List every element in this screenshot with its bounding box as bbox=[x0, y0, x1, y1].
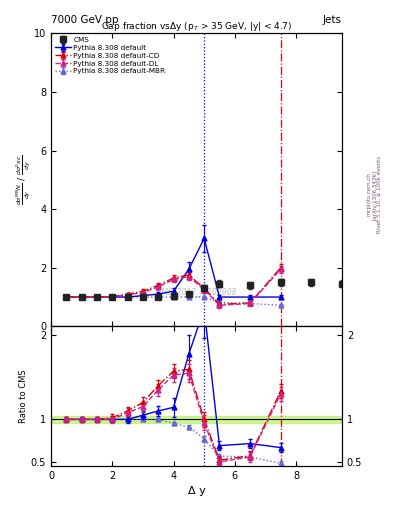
Y-axis label: Ratio to CMS: Ratio to CMS bbox=[19, 369, 28, 423]
Title: Gap fraction vsΔy (p$_{T}$ > 35 GeV, |y| < 4.7): Gap fraction vsΔy (p$_{T}$ > 35 GeV, |y|… bbox=[101, 20, 292, 33]
Text: Jets: Jets bbox=[323, 14, 342, 25]
Y-axis label: $\frac{d\sigma^{MN}N}{dy}$ / $\frac{d\sigma^{0}xc}{dy}$: $\frac{d\sigma^{MN}N}{dy}$ / $\frac{d\si… bbox=[15, 155, 33, 205]
Text: CMS_2012_I1102908: CMS_2012_I1102908 bbox=[156, 287, 237, 296]
Legend: CMS, Pythia 8.308 default, Pythia 8.308 default-CD, Pythia 8.308 default-DL, Pyt: CMS, Pythia 8.308 default, Pythia 8.308 … bbox=[53, 35, 167, 76]
Text: mcplots.cern.ch: mcplots.cern.ch bbox=[367, 173, 372, 217]
Text: [arXiv:1306.3436]: [arXiv:1306.3436] bbox=[372, 169, 376, 220]
Text: Rivet 3.1.10, ≥ 100k events: Rivet 3.1.10, ≥ 100k events bbox=[377, 156, 382, 233]
Text: 7000 GeV pp: 7000 GeV pp bbox=[51, 14, 119, 25]
X-axis label: Δ y: Δ y bbox=[187, 486, 206, 496]
Bar bbox=[51, 416, 342, 423]
